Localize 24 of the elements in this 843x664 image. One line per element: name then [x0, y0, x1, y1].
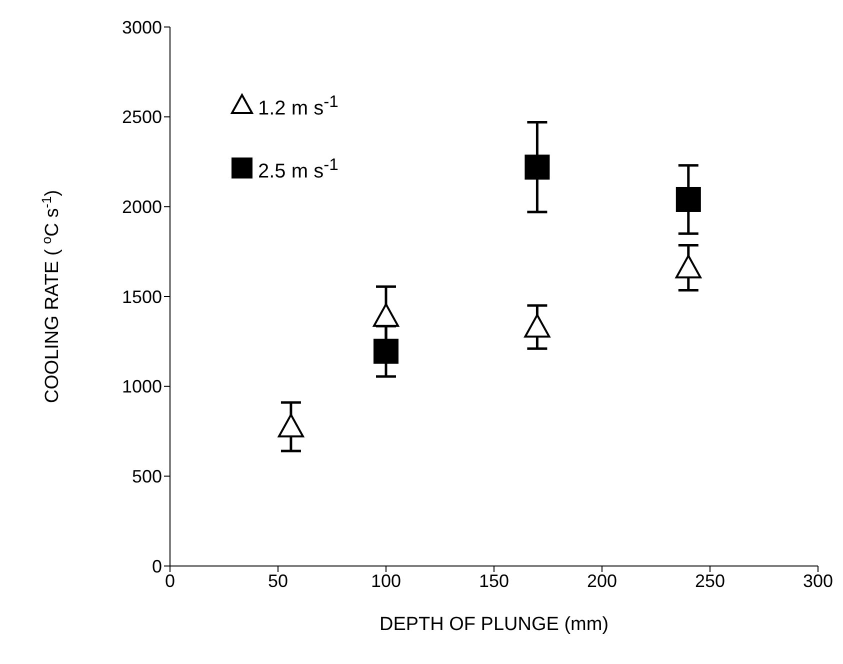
x-tick-label: 0 [164, 570, 176, 591]
point [373, 303, 399, 327]
legend-label: 1.2 m s$^{-1}$ [258, 91, 338, 122]
x-tick-label: 150 [478, 570, 510, 591]
x-tick-label: 300 [802, 570, 834, 591]
legend-label: 2.5 m s$^{-1}$ [258, 154, 338, 184]
x-tick-label: 50 [268, 570, 288, 591]
point [676, 186, 701, 212]
x-tick-label: 250 [694, 570, 726, 591]
y-tick-label: 500 [132, 466, 162, 487]
x-tick-label: 100 [370, 570, 402, 591]
point [524, 314, 550, 338]
point [374, 338, 398, 364]
y-tick-label: 1000 [122, 376, 162, 397]
point [675, 254, 702, 278]
point [278, 414, 304, 438]
x-axis-title: DEPTH OF PLUNGE (mm) [379, 614, 609, 635]
y-tick-label: 3000 [122, 17, 162, 38]
y-tick-label: 2500 [122, 107, 162, 128]
x-tick-label: 200 [586, 570, 618, 591]
y-tick-label: 0 [152, 556, 162, 576]
y-tick-label: 2000 [122, 197, 162, 218]
point [524, 154, 550, 180]
y-tick-label: 1500 [122, 286, 162, 307]
